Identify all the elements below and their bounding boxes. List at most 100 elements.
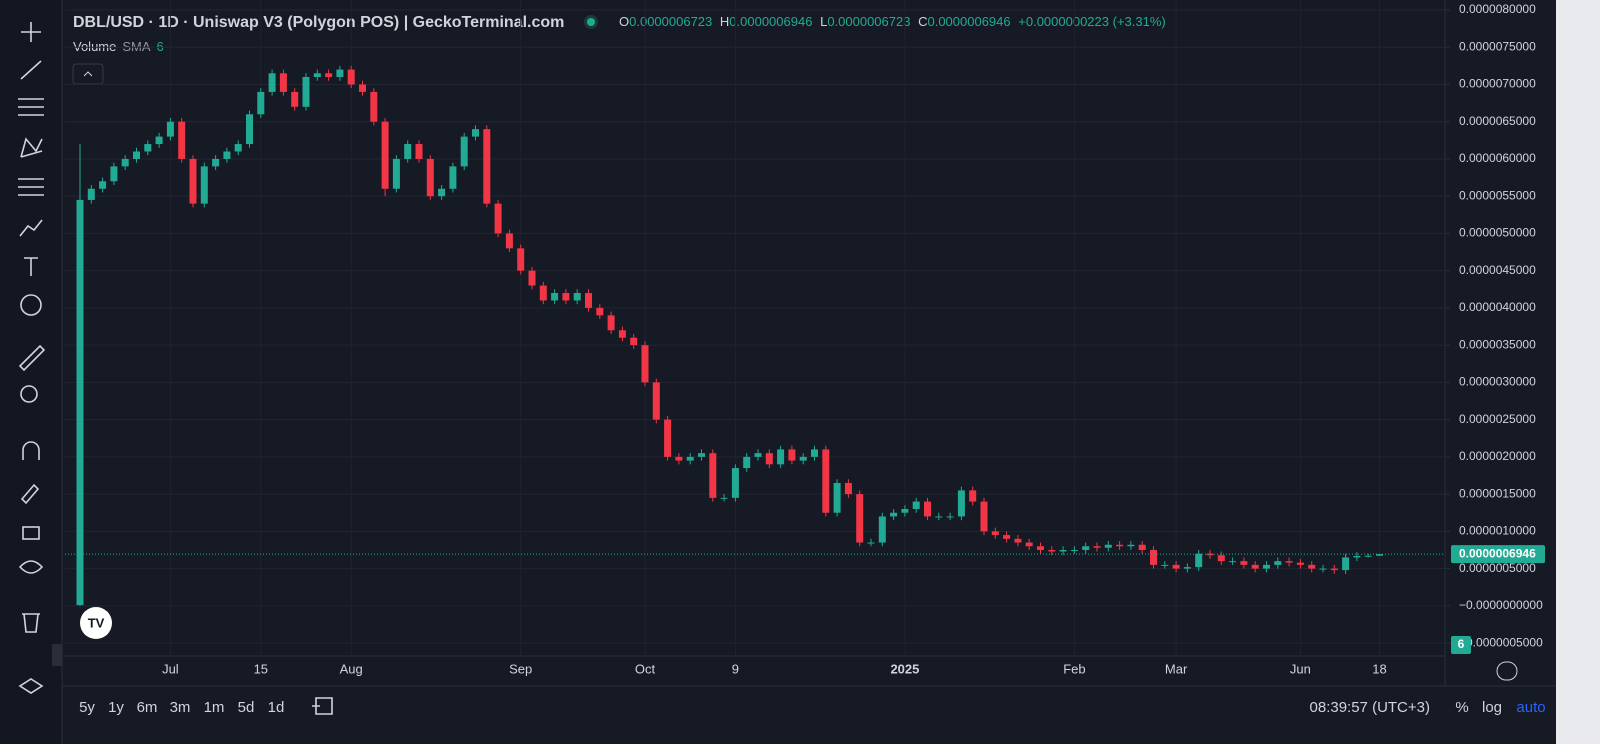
candle-body <box>460 136 468 167</box>
candle-body <box>539 285 547 301</box>
y-tick-label: 0.0000070000 <box>1459 77 1536 91</box>
volume-badge-label: 6 <box>1458 637 1465 651</box>
y-tick-label: 0.0000035000 <box>1459 337 1536 351</box>
last-price-badge <box>1451 545 1545 564</box>
candle-body <box>415 144 423 159</box>
candle-body <box>1161 564 1169 566</box>
candle-body <box>675 456 683 461</box>
candle-body <box>87 188 95 200</box>
tv-logo <box>80 607 112 639</box>
candle-body <box>1104 544 1112 548</box>
x-tick-label: Jun <box>1290 661 1311 676</box>
timeframe-button[interactable]: 5d <box>238 699 255 716</box>
timeframe-button[interactable]: 1d <box>268 699 285 716</box>
last-price-label: 0.0000006946 <box>1459 546 1536 560</box>
candle-body <box>1308 564 1316 569</box>
date-range-icon[interactable] <box>312 697 333 715</box>
candle-body <box>472 129 479 137</box>
status-dot <box>587 18 595 26</box>
candle-body <box>1127 544 1135 547</box>
y-tick-label: 0.0000030000 <box>1459 375 1536 389</box>
emoji-tool[interactable] <box>20 294 42 316</box>
fib-tool[interactable] <box>18 98 44 116</box>
candle-body <box>1376 554 1383 556</box>
candle-body <box>178 121 186 159</box>
visibility-tool[interactable] <box>18 560 44 574</box>
candle-body <box>99 181 107 189</box>
candle-body <box>1342 557 1350 571</box>
candle-body <box>1353 555 1361 558</box>
collapse-icon <box>83 71 93 77</box>
candle-body <box>1138 544 1146 550</box>
x-tick-label: Aug <box>340 661 363 676</box>
candle-body <box>709 453 717 498</box>
candle-body <box>223 151 231 159</box>
pattern-tool[interactable] <box>20 137 43 158</box>
scale-button[interactable]: log <box>1482 699 1502 716</box>
x-tick-label: Mar <box>1165 661 1188 676</box>
ruler-tool[interactable] <box>18 344 46 372</box>
lock-tool[interactable] <box>22 526 40 540</box>
candle-body <box>777 449 785 465</box>
zoom-tool[interactable] <box>20 385 38 403</box>
candle-body <box>336 69 344 78</box>
candle-body <box>720 497 728 499</box>
candle-body <box>325 73 333 78</box>
page-edge <box>1556 0 1600 744</box>
ohlc-value: 0.0000006723 <box>629 14 712 29</box>
candle-body <box>799 456 807 461</box>
candle-body <box>166 121 174 137</box>
settings-button[interactable] <box>1496 661 1518 681</box>
timeframe-button[interactable]: 1m <box>204 699 225 716</box>
candle-body <box>957 490 965 517</box>
lock-draw-tool[interactable] <box>20 483 40 505</box>
candle-body <box>844 482 852 495</box>
candle-body <box>935 516 943 518</box>
toolbar <box>0 0 62 744</box>
timeframe-button[interactable]: 3m <box>170 699 191 716</box>
collapse-button[interactable] <box>72 63 104 85</box>
candle-body <box>618 330 626 338</box>
candle-body <box>1263 564 1270 569</box>
candle-body <box>1296 562 1304 565</box>
layers-tool[interactable] <box>18 678 44 694</box>
candle-body <box>946 516 954 518</box>
magnet-tool[interactable] <box>22 441 40 460</box>
candle-body <box>878 516 886 543</box>
candle-body <box>551 293 559 301</box>
candle-body <box>1116 544 1124 547</box>
ohlc-key: C <box>918 14 927 29</box>
text-tool[interactable] <box>24 257 38 276</box>
candle-body <box>1183 567 1191 569</box>
brush-tool[interactable] <box>19 219 43 237</box>
x-tick-label: Feb <box>1063 661 1085 676</box>
scale-button[interactable]: % <box>1455 699 1468 716</box>
candle-body <box>901 509 909 513</box>
timeframe-button[interactable]: 5y <box>79 699 95 716</box>
x-tick-label: Jul <box>162 661 179 676</box>
candle-body <box>1229 561 1237 563</box>
line-tool[interactable] <box>20 60 42 80</box>
scale-button[interactable]: auto <box>1516 699 1545 716</box>
candle-body <box>1274 561 1282 565</box>
candle-body <box>76 199 84 606</box>
candle-body <box>980 501 988 532</box>
ohlc-value: 0.0000006723 <box>827 14 910 29</box>
candle-body <box>743 456 751 469</box>
candle-body <box>517 248 525 271</box>
candle-body <box>370 91 378 122</box>
candle-body <box>189 158 197 204</box>
y-tick-label: 0.0000080000 <box>1459 2 1536 16</box>
timeframe-button[interactable]: 6m <box>137 699 158 716</box>
ohlc-key: L <box>820 14 827 29</box>
change: +0.0000000223 (+3.31%) <box>1018 14 1165 29</box>
crosshair-tool[interactable] <box>21 22 41 42</box>
toolbar-toggle[interactable] <box>52 644 62 666</box>
candle-body <box>1330 568 1338 571</box>
candle-body <box>562 293 570 301</box>
candle-body <box>991 531 999 536</box>
timeframe-button[interactable]: 1y <box>108 699 124 716</box>
candle-body <box>1048 549 1056 552</box>
prediction-tool[interactable] <box>18 178 44 196</box>
trash-tool[interactable] <box>22 613 40 633</box>
